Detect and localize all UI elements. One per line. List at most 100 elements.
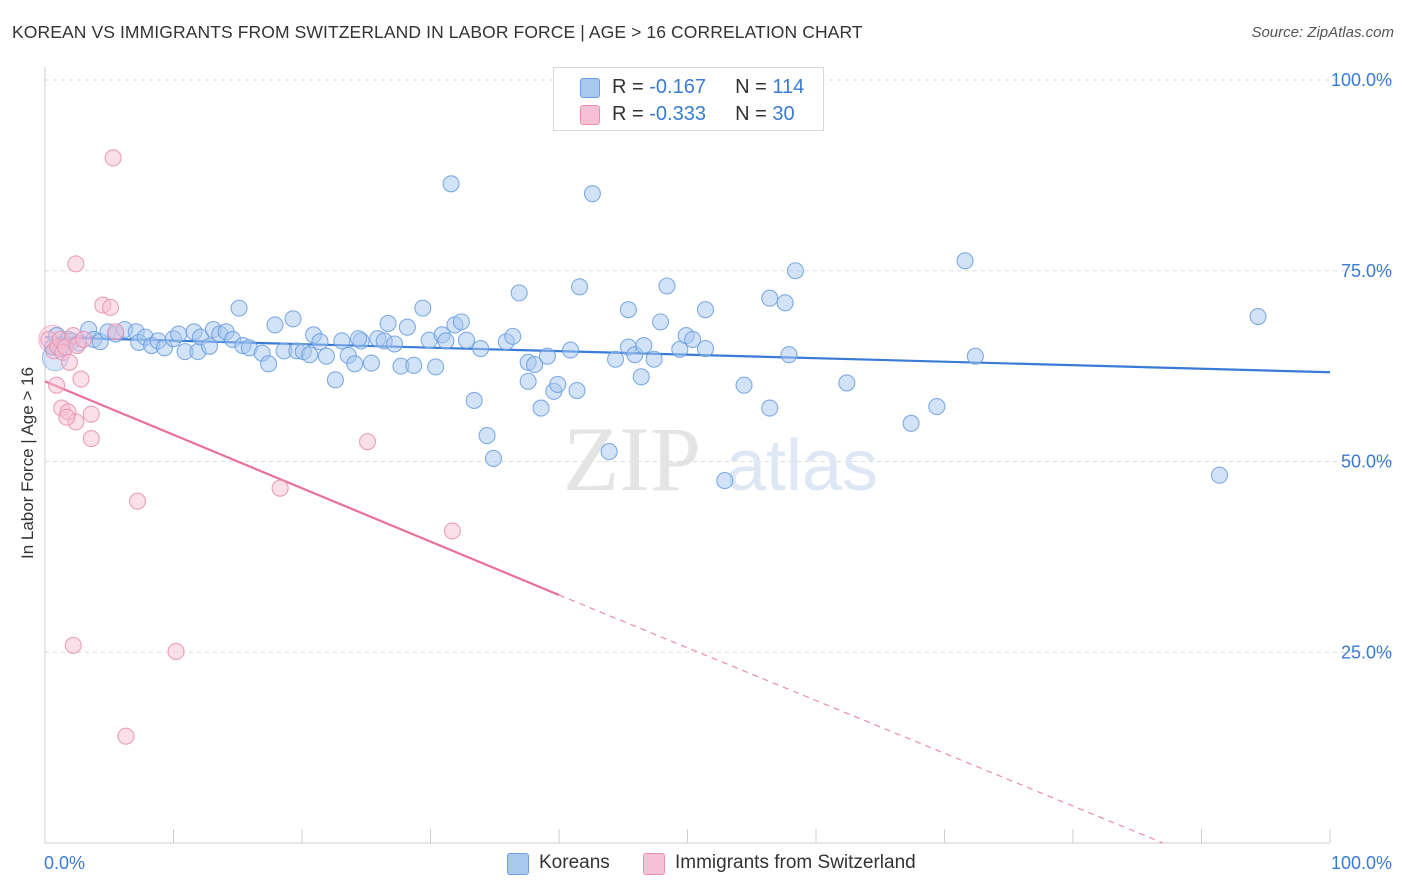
data-point-koreans [427,358,445,376]
data-point-koreans [761,399,779,417]
data-point-koreans [442,175,460,193]
data-point-koreans [696,340,715,358]
data-point-koreans [966,347,984,365]
data-point-koreans [465,391,483,410]
data-point-switzerland [58,408,76,426]
data-point-switzerland [64,636,82,654]
legend-n-value: 114 [772,76,805,98]
data-point-koreans [170,325,188,343]
data-point-switzerland [82,405,100,423]
data-point-switzerland [128,492,147,510]
legend-r-label: R = [612,76,650,98]
data-point-koreans [838,374,856,392]
data-point-switzerland [82,430,100,448]
tick-labels: 100.0% 75.0% 50.0% 25.0% 0.0% 100.0% [44,70,1392,873]
trend-line-1 [44,380,560,597]
data-point-koreans [671,340,689,358]
data-point-koreans [928,398,946,416]
data-point-koreans [606,350,625,368]
data-point-koreans [645,350,663,368]
legend-label-koreans: Koreans [539,852,610,873]
trend-line-0 [44,336,1331,374]
trend-lines [44,336,1331,844]
data-point-switzerland [72,370,90,388]
data-point-switzerland [101,298,120,316]
data-point-switzerland [75,330,93,348]
data-point-koreans [562,341,580,359]
data-point-koreans [538,347,556,365]
data-point-switzerland [167,642,185,661]
data-point-koreans [583,185,601,203]
data-point-koreans [301,346,319,364]
data-point-switzerland [48,376,66,394]
data-point-koreans [405,356,423,374]
data-point-koreans [346,355,364,373]
data-point-koreans [684,330,702,348]
data-point-koreans [568,381,586,400]
data-point-koreans [510,284,528,302]
legend-row-switzerland: R = -0.333 N = 30 [554,103,823,127]
data-point-koreans [284,310,302,328]
data-point-koreans [260,355,278,373]
chart-source: Source: ZipAtlas.com [1251,24,1394,41]
data-point-koreans [549,375,567,393]
y-tick-label: 100.0% [1331,70,1392,90]
legend-swatch-switzerland [580,105,600,125]
data-point-switzerland [67,255,85,273]
data-point-koreans [326,371,344,389]
legend-label-switzerland: Immigrants from Switzerland [675,852,916,873]
data-point-koreans [658,277,676,295]
data-point-koreans [317,347,335,365]
data-point-koreans [311,333,329,351]
data-point-koreans [902,414,920,432]
data-point-koreans [230,299,248,317]
legend-swatch-koreans [580,78,600,98]
data-point-koreans [526,356,544,374]
data-point-koreans [956,252,974,270]
data-point-koreans [716,472,734,490]
data-points [38,149,1267,745]
data-point-koreans [349,330,368,348]
legend-n-label: N = [735,103,773,125]
data-point-switzerland [358,433,377,451]
series-legend: Koreans Immigrants from Switzerland [0,852,1406,878]
y-tick-label: 50.0% [1341,452,1392,472]
y-axis-label: In Labor Force | Age > 16 [18,367,37,560]
data-point-koreans [437,332,455,350]
data-point-koreans [504,327,522,345]
data-point-koreans [519,372,537,390]
data-point-koreans [398,318,416,336]
watermark: ZIP atlas [563,408,878,510]
data-point-switzerland [60,353,78,371]
watermark-atlas: atlas [726,426,878,506]
correlation-legend: R = -0.167 N = 114 R = -0.333 N = 30 [553,67,824,131]
chart-title: KOREAN VS IMMIGRANTS FROM SWITZERLAND IN… [12,22,863,42]
legend-n-label: N = [735,76,773,98]
y-tick-label: 25.0% [1341,642,1392,662]
data-point-koreans [780,346,798,364]
data-point-koreans [457,331,476,349]
x-tick-label: 0.0% [44,853,85,873]
data-point-koreans [696,301,715,319]
legend-n-value: 30 [772,103,795,125]
axes [44,67,1331,844]
legend-r-label: R = [612,103,650,125]
data-point-koreans [735,376,753,394]
watermark-zip: ZIP [563,408,701,510]
data-point-koreans [484,449,503,467]
data-point-koreans [333,332,351,350]
data-point-koreans [478,427,496,445]
data-point-koreans [362,354,380,372]
data-point-koreans [1249,307,1267,326]
grid-lines [45,79,1392,653]
y-tick-label: 75.0% [1341,261,1392,281]
legend-swatch-switzerland [643,853,665,875]
data-point-koreans [200,337,219,355]
data-point-koreans [472,340,490,358]
legend-swatch-koreans [507,853,529,875]
data-point-koreans [266,316,284,334]
data-point-koreans [385,335,404,353]
data-point-koreans [632,368,650,386]
data-point-switzerland [271,479,289,497]
